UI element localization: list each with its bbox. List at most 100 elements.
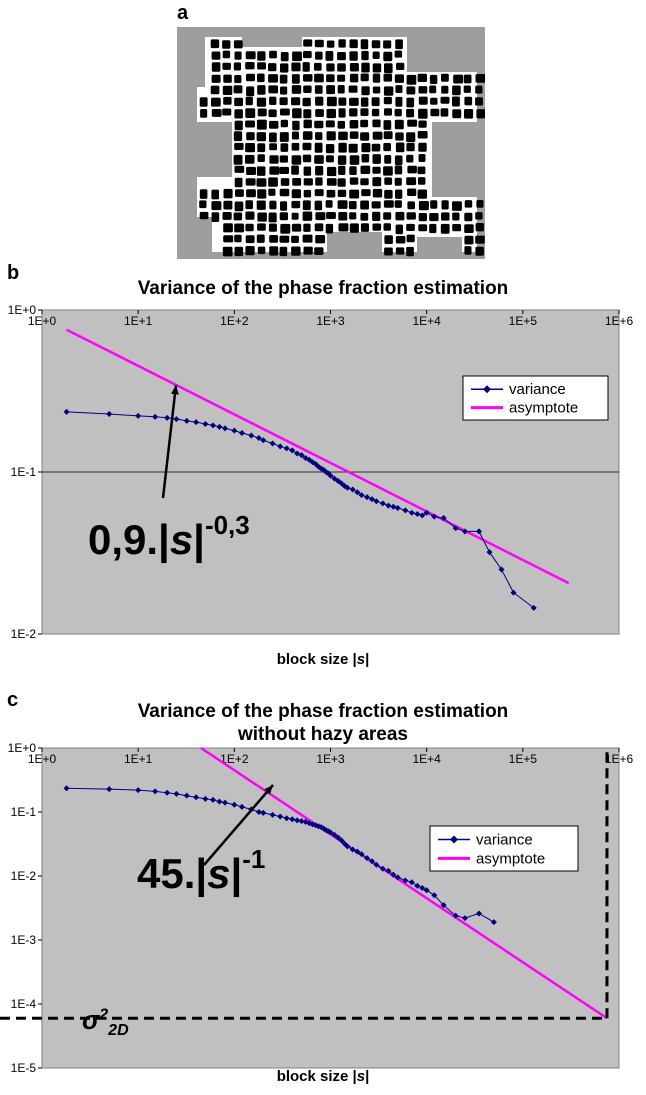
precipitate [361, 143, 371, 153]
precipitate [269, 246, 279, 256]
precipitate [211, 97, 221, 107]
white-network [177, 27, 485, 259]
precipitate [394, 50, 403, 58]
precipitate [360, 178, 369, 186]
precipitate [349, 223, 359, 233]
precipitate [245, 200, 253, 210]
precipitate [303, 74, 313, 82]
precipitate [210, 85, 220, 95]
variance-point [408, 509, 415, 516]
precipitate [279, 246, 288, 257]
variance-point [354, 489, 361, 496]
y-tick-label: 1E+0 [8, 303, 37, 317]
precipitate [371, 201, 381, 209]
annotation-arrowhead [264, 785, 273, 795]
precipitate [233, 85, 243, 94]
precipitate [384, 155, 392, 164]
x-tick-label: 1E+6 [605, 752, 634, 766]
precipitate [234, 109, 243, 119]
variance-point [255, 809, 262, 815]
variance-point [209, 422, 216, 429]
microstructure-pattern [177, 27, 485, 259]
precipitate [337, 52, 346, 61]
precipitate [361, 50, 369, 61]
precipitate [257, 73, 265, 83]
precipitate [280, 223, 291, 234]
precipitate [291, 235, 299, 243]
y-tick-label: 1E-4 [11, 997, 37, 1011]
precipitate [211, 201, 222, 211]
legend-variance-label: variance [476, 832, 533, 849]
precipitate [464, 212, 473, 222]
precipitate [395, 39, 403, 50]
variance-point [269, 811, 276, 818]
precipitate [337, 178, 346, 187]
precipitate [429, 74, 438, 85]
precipitate [279, 155, 288, 163]
variance-point [423, 887, 430, 894]
variance-point [231, 427, 238, 434]
variance-point [354, 848, 361, 855]
precipitate [384, 108, 392, 116]
precipitate [315, 51, 323, 60]
variance-point [344, 484, 351, 491]
variance-point [106, 786, 113, 793]
precipitate [291, 200, 301, 209]
y-tick-label: 1E-1 [11, 805, 37, 819]
x-tick-label: 1E+1 [124, 314, 153, 328]
variance-point [338, 837, 345, 844]
precipitate [280, 119, 288, 128]
legend-variance-marker [450, 835, 458, 844]
precipitate [199, 97, 208, 107]
precipitate [303, 109, 312, 119]
precipitate [223, 200, 233, 210]
x-tick-label: 1E+0 [28, 314, 57, 328]
x-tick-label: 1E+4 [412, 314, 441, 328]
precipitate [222, 85, 233, 95]
variance-point [294, 817, 301, 824]
precipitate [361, 154, 370, 163]
variance-point [498, 566, 505, 573]
precipitate [383, 40, 392, 49]
precipitate [418, 142, 427, 152]
precipitate [326, 166, 337, 177]
grey-region [177, 217, 212, 259]
precipitate [303, 119, 312, 129]
precipitate [452, 96, 460, 107]
precipitate [279, 132, 289, 142]
variance-point [402, 877, 409, 884]
variance-point [222, 799, 229, 806]
variance-point [202, 795, 209, 802]
precipitate [452, 224, 462, 232]
precipitate [407, 201, 415, 210]
precipitate [384, 235, 393, 244]
precipitate [338, 165, 346, 175]
precipitate [440, 108, 449, 117]
variance-point [325, 470, 332, 477]
precipitate [349, 73, 359, 83]
precipitate [360, 223, 369, 232]
precipitate [349, 155, 360, 165]
annotation-arrow [161, 384, 178, 499]
precipitate [360, 119, 369, 128]
precipitate [268, 74, 278, 83]
precipitate [383, 223, 391, 231]
grey-region [417, 237, 462, 259]
precipitate [394, 74, 404, 83]
precipitate [268, 109, 277, 118]
variance-point [349, 846, 356, 853]
precipitate [407, 119, 418, 127]
precipitate [245, 154, 255, 164]
x-tick-label: 1E+5 [509, 752, 538, 766]
precipitate [360, 132, 370, 141]
precipitate [430, 200, 438, 209]
precipitate [417, 73, 427, 82]
grey-region [177, 122, 232, 177]
precipitate [256, 200, 266, 210]
precipitate [371, 40, 381, 49]
precipitate [395, 132, 404, 141]
precipitate [383, 166, 393, 176]
precipitate [222, 50, 231, 59]
variance-point [260, 437, 267, 444]
variance-point [248, 432, 255, 439]
